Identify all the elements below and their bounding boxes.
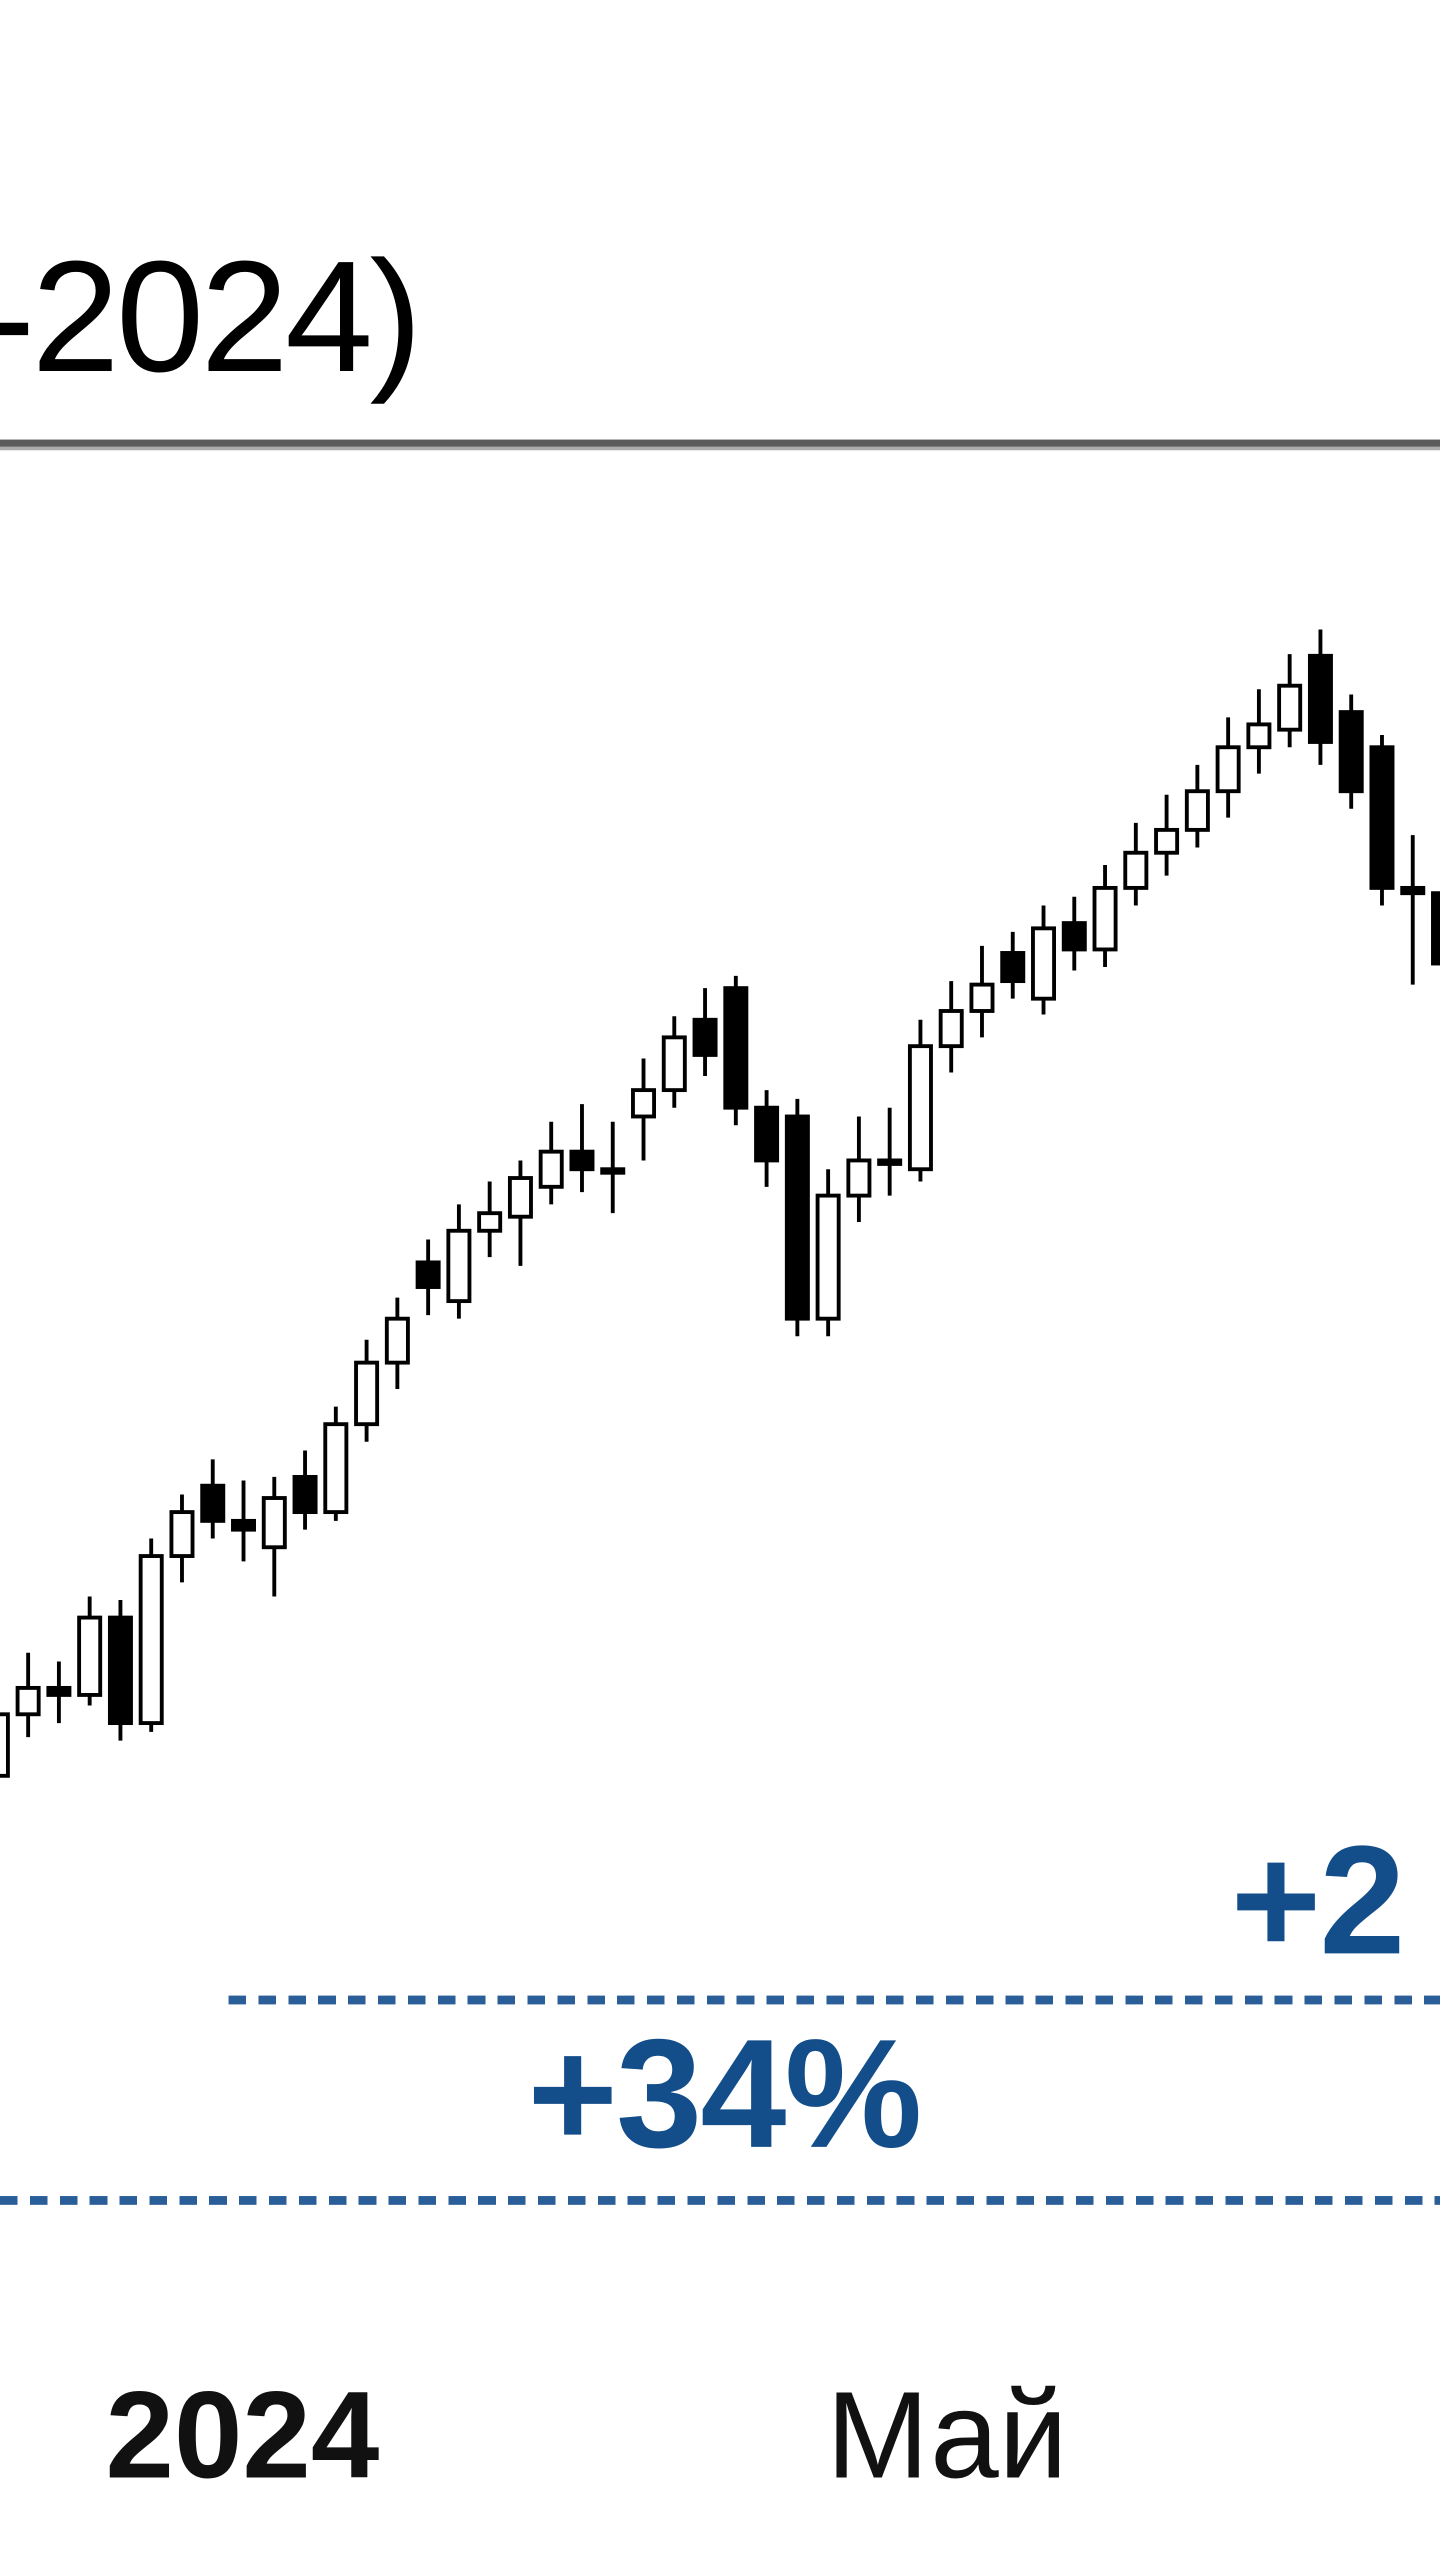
- candle-body: [264, 1498, 285, 1547]
- candle-body: [1248, 724, 1269, 747]
- candle-body: [818, 1196, 839, 1319]
- chart-stage: -2024) +34% +2 2024 Май: [0, 0, 1440, 2532]
- candle-body: [79, 1618, 100, 1695]
- candle-body: [1279, 686, 1300, 730]
- candle-body: [1095, 888, 1116, 950]
- candle-body: [1033, 928, 1054, 998]
- candle-body: [510, 1178, 531, 1217]
- candle-body: [910, 1046, 931, 1169]
- candle-body: [1341, 712, 1362, 791]
- candle-body: [1402, 888, 1423, 893]
- candlestick-chart: +34% +2: [0, 457, 1440, 2321]
- candle-body: [141, 1556, 162, 1723]
- candle-body: [1187, 791, 1208, 830]
- candle-body: [602, 1169, 623, 1173]
- candle-body: [664, 1037, 685, 1090]
- candle-body: [787, 1116, 808, 1318]
- candle-body: [879, 1160, 900, 1164]
- candle-body: [356, 1363, 377, 1425]
- candle-body: [387, 1319, 408, 1363]
- candle-body: [1002, 953, 1023, 981]
- candle-body: [233, 1521, 254, 1530]
- candle-body: [448, 1231, 469, 1301]
- candle-body: [418, 1262, 439, 1287]
- candle-body: [695, 1020, 716, 1055]
- candle-body: [325, 1424, 346, 1512]
- candle-body: [756, 1108, 777, 1161]
- candle-body: [1310, 656, 1331, 742]
- candle-body: [1371, 747, 1392, 888]
- candle-body: [633, 1090, 654, 1116]
- candle-body: [110, 1618, 131, 1723]
- candle-body: [1125, 853, 1146, 888]
- candle-body: [171, 1512, 192, 1556]
- candle-body: [202, 1486, 223, 1521]
- page-title-fragment: -2024): [0, 229, 419, 410]
- candle-body: [848, 1160, 869, 1195]
- candle-body: [1064, 923, 1085, 949]
- candle-body: [18, 1688, 39, 1714]
- candle-body: [941, 1011, 962, 1046]
- candle-body: [541, 1152, 562, 1187]
- annotation-plus-2: +2: [1231, 1811, 1404, 1990]
- reference-line-upper: [229, 1996, 1440, 2005]
- title-divider: [0, 440, 1440, 451]
- annotation-plus-34: +34%: [527, 2004, 920, 2183]
- candle-body: [0, 1714, 8, 1776]
- candle-body: [571, 1152, 592, 1170]
- candle-body: [725, 988, 746, 1108]
- candle-body: [971, 985, 992, 1011]
- candle-body: [1433, 893, 1440, 963]
- x-axis-label-year: 2024: [105, 2365, 379, 2506]
- candle-body: [295, 1477, 316, 1512]
- candle-body: [48, 1688, 69, 1695]
- candle-body: [1156, 830, 1177, 853]
- x-axis-label-month: Май: [826, 2365, 1067, 2506]
- reference-line-lower: [0, 2196, 1440, 2205]
- candle-body: [1218, 747, 1239, 791]
- candle-body: [479, 1213, 500, 1231]
